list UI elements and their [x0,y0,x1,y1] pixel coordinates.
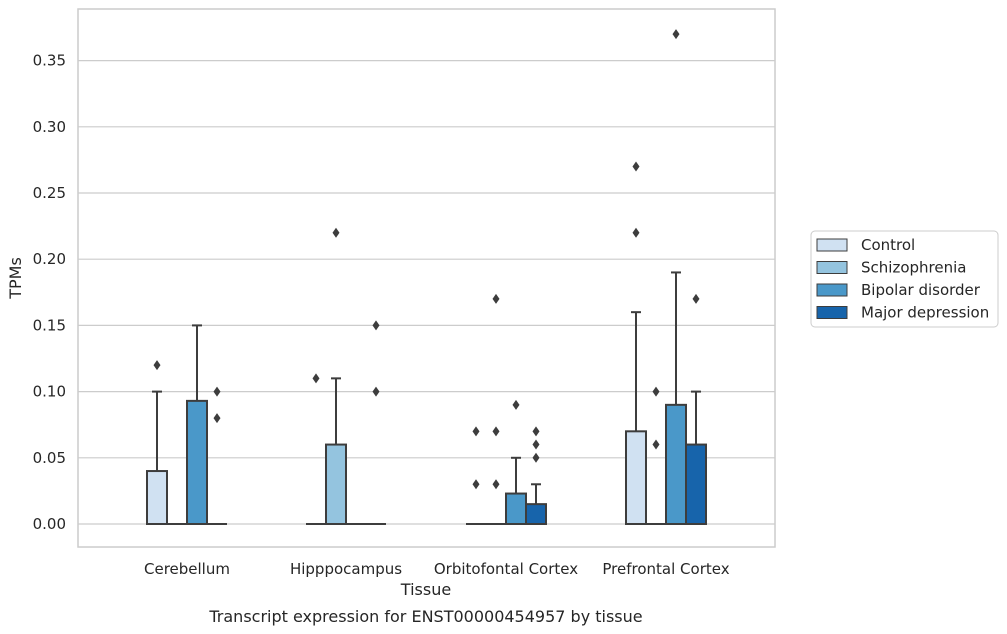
box-control [466,426,486,525]
y-tick-label: 0.10 [33,383,66,401]
legend-label: Bipolar disorder [861,281,981,299]
x-tick-label: Cerebellum [144,560,230,578]
box-body [525,503,547,526]
box-control [306,373,326,525]
legend-swatch [816,261,848,274]
y-axis-title: TPMs [6,257,25,300]
outlier-point [492,426,500,437]
outlier-point [312,373,320,384]
x-axis-title: Tissue [400,580,451,599]
outlier-point [492,293,500,304]
box-schizophrenia [486,293,506,525]
outlier-point [472,426,480,437]
y-tick-label: 0.30 [33,118,66,136]
y-tick-label: 0.35 [33,52,66,70]
y-tick-label: 0.00 [33,515,66,533]
y-tick-labels: 0.00 0.05 0.10 0.15 0.20 0.25 0.30 0.35 [33,52,66,533]
outlier-point [632,227,640,238]
figure-caption: Transcript expression for ENST0000045495… [208,607,642,626]
outlier-point [492,479,500,490]
outlier-point [532,452,540,463]
legend-swatch [816,283,848,297]
box-bipolar-disorder [186,324,208,526]
box-body [186,399,208,526]
outlier-point [372,320,380,331]
box-major-depression [525,426,547,526]
outlier-point [652,439,660,450]
legend-label: Control [861,236,915,254]
box-body [625,430,647,526]
plot-frame [77,8,776,548]
outlier-point [652,386,660,397]
legend-frame [810,230,999,328]
x-tick-labels: Cerebellum Hipppocampus Orbitofontal Corte… [144,560,730,578]
outlier-point [512,399,520,410]
box-body [685,443,707,525]
box-control [146,360,168,526]
box-body [325,443,347,525]
outlier-point [372,386,380,397]
box-schizophrenia [325,227,347,525]
box-body [146,470,168,526]
y-tick-label: 0.15 [33,316,66,334]
x-tick-label: Orbitofontal Cortex [434,560,578,578]
outlier-point [532,426,540,437]
legend: Control Schizophrenia Bipolar disorder Majo… [810,230,999,328]
outlier-point [213,413,221,424]
y-tick-label: 0.05 [33,449,66,467]
outlier-point [532,439,540,450]
box-major-depression [685,293,707,525]
outlier-point [472,479,480,490]
box-bipolar-disorder [505,399,527,526]
box-control [625,161,647,526]
legend-label: Major depression [861,304,989,322]
box-major-depression [366,320,386,525]
x-tick-label: Prefrontal Cortex [602,560,729,578]
box-plots [146,29,707,526]
y-tick-label: 0.25 [33,184,66,202]
box-major-depression [207,386,227,525]
outlier-point [213,386,221,397]
outlier-point [692,293,700,304]
outlier-point [153,360,161,371]
outlier-point [332,227,340,238]
box-bipolar-disorder [665,29,687,525]
legend-swatch [816,238,848,252]
box-body [505,492,527,526]
box-body [665,403,687,525]
legend-label: Schizophrenia [861,259,966,277]
x-tick-label: Hipppocampus [290,560,402,578]
box-schizophrenia [646,386,666,525]
outlier-point [632,161,640,172]
y-tick-label: 0.20 [33,250,66,268]
legend-swatch [816,306,848,319]
outlier-point [672,29,680,40]
